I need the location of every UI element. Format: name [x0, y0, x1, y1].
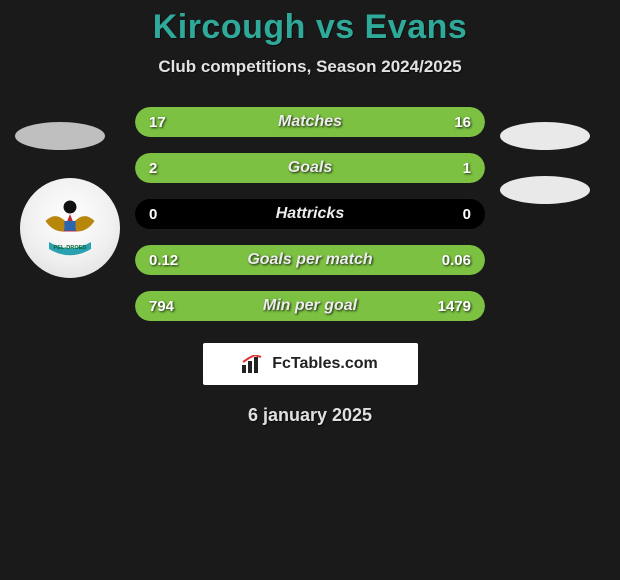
comparison-bars: 1716Matches 21Goals 00Hattricks 0.120.06Goa…	[135, 107, 485, 321]
subtitle: Club competitions, Season 2024/2025	[0, 57, 620, 77]
player-right-ellipse-2	[500, 176, 590, 204]
bar-row: 21Goals	[135, 153, 485, 183]
bar-label: Goals	[135, 153, 485, 183]
bar-row: 7941479Min per goal	[135, 291, 485, 321]
bar-label: Matches	[135, 107, 485, 137]
bar-label: Hattricks	[135, 199, 485, 229]
club-crest-left: PEL-DROED	[20, 178, 120, 278]
date-text: 6 january 2025	[0, 405, 620, 426]
bar-label: Goals per match	[135, 245, 485, 275]
player-right-ellipse-1	[500, 122, 590, 150]
fctables-badge[interactable]: FcTables.com	[203, 343, 418, 385]
player-left-ellipse	[15, 122, 105, 150]
svg-text:PEL-DROED: PEL-DROED	[54, 245, 87, 251]
bar-chart-icon	[242, 355, 266, 373]
bar-row: 1716Matches	[135, 107, 485, 137]
bar-row: 00Hattricks	[135, 199, 485, 229]
bar-label: Min per goal	[135, 291, 485, 321]
bar-row: 0.120.06Goals per match	[135, 245, 485, 275]
page-title: Kircough vs Evans	[0, 0, 620, 47]
crest-icon: PEL-DROED	[35, 193, 105, 263]
badge-text: FcTables.com	[272, 355, 378, 373]
